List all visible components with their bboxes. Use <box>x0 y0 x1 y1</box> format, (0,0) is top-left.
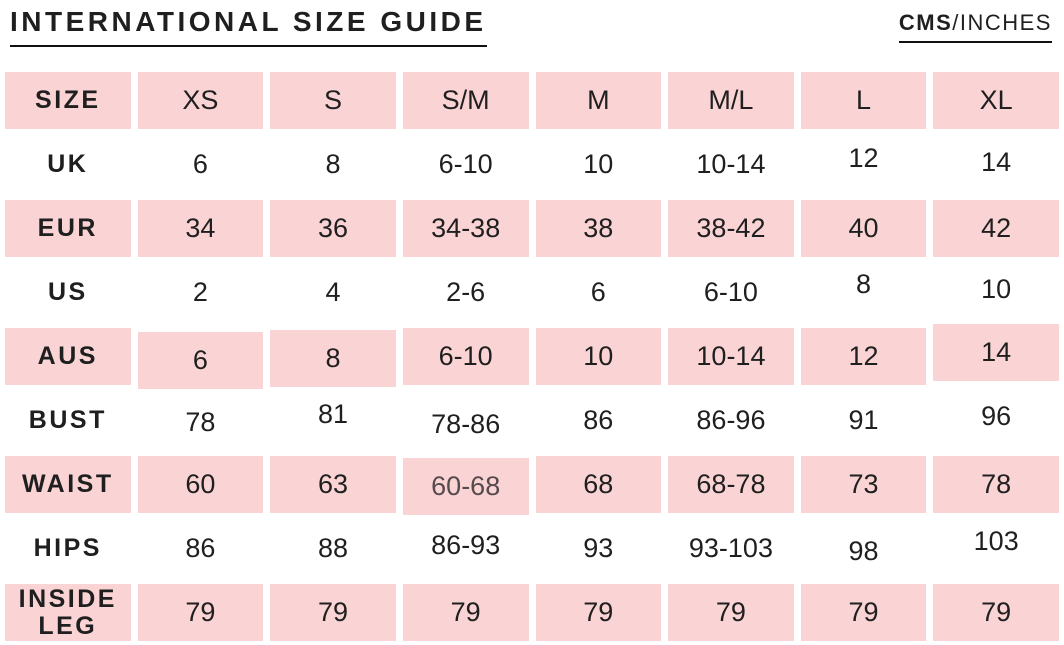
table-cell: 38-42 <box>668 200 794 257</box>
column-header: M <box>535 72 662 129</box>
table-cell: 34 <box>137 200 264 257</box>
table-cell: 86-96 <box>696 405 766 436</box>
row-label: BUST <box>28 406 107 435</box>
table-cell: 79 <box>800 584 927 641</box>
column-header: L <box>800 72 927 129</box>
table-cell: 6-10 <box>703 277 758 308</box>
table-cell: 79 <box>137 584 264 641</box>
table-cell: 14 <box>933 324 1059 381</box>
table-header-row: SIZE XS S S/M M M/L L XL <box>5 72 1059 129</box>
table-cell: 73 <box>800 456 927 513</box>
row-label: EUR <box>5 200 131 257</box>
table-cell: 79 <box>668 584 794 641</box>
table-cell: 79 <box>933 584 1059 641</box>
column-header: S <box>270 72 396 129</box>
table-cell: 68-78 <box>668 456 794 513</box>
row-label: HIPS <box>33 534 102 563</box>
table-cell: 10-14 <box>696 149 766 180</box>
table-cell: 81 <box>318 399 349 430</box>
table-cell: 78 <box>933 456 1059 513</box>
table-cell: 12 <box>848 143 879 174</box>
table-cell: 34-38 <box>402 200 529 257</box>
table-cell: 6 <box>590 277 606 308</box>
table-cell: 14 <box>981 147 1012 178</box>
page-header: INTERNATIONAL SIZE GUIDE CMS/INCHES <box>0 0 1064 64</box>
size-guide-table: SIZE XS S S/M M M/L L XL UK 6 8 6-10 10 … <box>5 72 1059 641</box>
table-cell: 4 <box>325 277 341 308</box>
table-cell: 10 <box>981 274 1012 305</box>
table-cell: 79 <box>270 584 396 641</box>
table-cell: 78-86 <box>431 409 501 440</box>
table-cell: 6-10 <box>402 328 529 385</box>
units-inches: /INCHES <box>952 10 1052 35</box>
table-cell: 103 <box>973 526 1019 557</box>
table-cell: 88 <box>318 533 349 564</box>
table-cell: 63 <box>270 456 396 513</box>
page-title: INTERNATIONAL SIZE GUIDE <box>10 6 487 47</box>
table-cell: 86-93 <box>431 530 501 561</box>
table-cell: 6-10 <box>438 149 493 180</box>
table-cell: 86 <box>583 405 614 436</box>
row-label: UK <box>47 150 89 179</box>
table-cell: 40 <box>800 200 927 257</box>
table-cell: 86 <box>185 533 216 564</box>
table-cell: 6 <box>192 149 208 180</box>
table-row-aus: AUS 6 8 6-10 10 10-14 12 14 <box>5 324 1059 389</box>
table-row-us: US 2 4 2-6 6 6-10 8 10 <box>5 264 1059 321</box>
table-row-uk: UK 6 8 6-10 10 10-14 12 14 <box>5 136 1059 193</box>
table-cell: 60 <box>137 456 264 513</box>
table-cell: 2 <box>192 277 208 308</box>
units-cms: CMS <box>898 10 953 35</box>
table-cell: 10 <box>583 149 614 180</box>
table-cell: 93 <box>583 533 614 564</box>
table-cell: 42 <box>933 200 1059 257</box>
table-cell: 79 <box>535 584 662 641</box>
column-header: XL <box>933 72 1059 129</box>
table-cell: 8 <box>856 269 872 300</box>
column-header: S/M <box>402 72 529 129</box>
table-row-waist: WAIST 60 63 60-68 68 68-78 73 78 <box>5 456 1059 515</box>
table-row-eur: EUR 34 36 34-38 38 38-42 40 42 <box>5 200 1059 257</box>
table-cell: 96 <box>981 401 1012 432</box>
table-cell: 10-14 <box>668 328 794 385</box>
table-cell: 36 <box>270 200 396 257</box>
table-cell: 38 <box>535 200 662 257</box>
table-cell: 79 <box>402 584 529 641</box>
column-header: M/L <box>668 72 794 129</box>
table-cell: 98 <box>848 536 879 567</box>
table-cell: 91 <box>848 405 879 436</box>
row-label: AUS <box>5 328 131 385</box>
table-row-bust: BUST 78 81 78-86 86 86-96 91 96 <box>5 392 1059 449</box>
table-cell: 8 <box>270 330 396 387</box>
table-cell: 68 <box>535 456 662 513</box>
table-cell: 78 <box>185 407 216 438</box>
table-cell: 10 <box>535 328 662 385</box>
table-cell: 2-6 <box>446 277 486 308</box>
table-cell: 8 <box>325 149 341 180</box>
column-header: SIZE <box>5 72 131 129</box>
table-cell: 6 <box>137 332 264 389</box>
table-cell: 60-68 <box>402 458 529 515</box>
table-cell: 93-103 <box>688 533 773 564</box>
row-label: US <box>47 278 88 307</box>
table-row-hips: HIPS 86 88 86-93 93 93-103 98 103 <box>5 520 1059 577</box>
units-label: CMS/INCHES <box>898 10 1052 43</box>
row-label: INSIDE LEG <box>5 584 131 641</box>
row-label: WAIST <box>5 456 131 513</box>
table-cell: 12 <box>800 328 927 385</box>
column-header: XS <box>137 72 264 129</box>
table-row-inside-leg: INSIDE LEG 79 79 79 79 79 79 79 <box>5 584 1059 641</box>
